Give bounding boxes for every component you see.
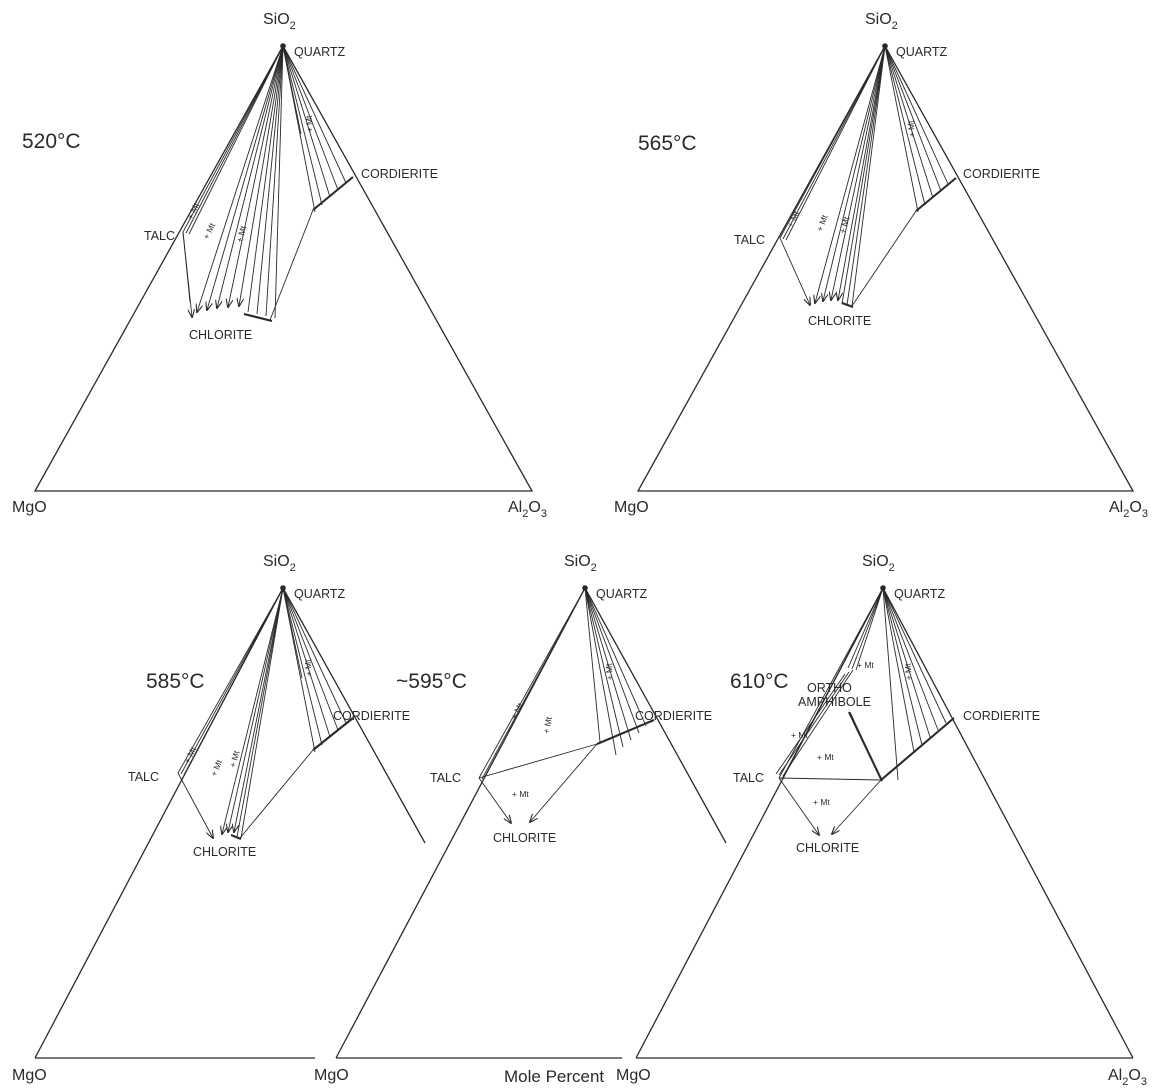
mt-label: + Mt — [303, 658, 314, 676]
mt-label: + Mt — [814, 213, 829, 233]
panel-595c: ~595°C SiO2 MgO QUARTZ CORDIERITE TALC C… — [314, 553, 727, 1084]
temperature-label: ~595°C — [396, 670, 467, 693]
mt-label: + Mt — [857, 660, 874, 670]
talc-label: TALC — [144, 229, 175, 243]
temperature-label: 610°C — [730, 670, 789, 693]
talc-label: TALC — [734, 233, 765, 247]
tie-lines — [775, 587, 955, 835]
mt-label: + Mt — [201, 221, 218, 241]
mt-labels: + Mt + Mt + Mt + Mt — [785, 119, 917, 234]
vertex-sio2: SiO2 — [263, 11, 296, 32]
chlorite-label: CHLORITE — [808, 314, 871, 328]
talc-label: TALC — [733, 771, 764, 785]
vertex-mgo: MgO — [314, 1067, 349, 1084]
chlorite-label: CHLORITE — [189, 328, 252, 342]
vertex-sio2: SiO2 — [263, 553, 296, 574]
chlorite-label: CHLORITE — [193, 845, 256, 859]
mt-label: + Mt — [903, 662, 914, 680]
ortho-label: ORTHO — [807, 681, 852, 695]
vertex-sio2: SiO2 — [862, 553, 895, 574]
vertex-al2o3: Al2O3 — [1108, 1067, 1147, 1088]
mt-label: + Mt — [791, 730, 808, 740]
mt-label: + Mt — [182, 745, 199, 765]
temperature-label: 585°C — [146, 670, 205, 693]
quartz-label: QUARTZ — [294, 45, 346, 59]
cordierite-label: CORDIERITE — [963, 167, 1040, 181]
vertex-mgo: MgO — [614, 499, 649, 516]
footer-mole-percent: Mole Percent — [504, 1067, 604, 1086]
mt-label: + Mt — [813, 797, 830, 807]
mt-label: + Mt — [209, 758, 225, 778]
tie-lines — [478, 587, 655, 823]
amphibole-label: AMPHIBOLE — [798, 695, 871, 709]
vertex-sio2: SiO2 — [564, 553, 597, 574]
mt-label: + Mt — [185, 201, 202, 221]
quartz-label: QUARTZ — [294, 587, 346, 601]
triangle-outline — [335, 586, 727, 1059]
triangle-outline — [636, 44, 1135, 492]
panel-520c: 520°C SiO2 MgO Al2O3 QUARTZ CORDIERITE T… — [12, 11, 547, 520]
mt-labels: + Mt + Mt + Mt + Mt — [509, 662, 615, 799]
panel-565c: 565°C SiO2 MgO Al2O3 QUARTZ CORDIERITE T… — [614, 11, 1148, 520]
chlorite-label: CHLORITE — [796, 841, 859, 855]
tie-lines — [177, 587, 354, 839]
mt-label: + Mt — [785, 209, 802, 229]
tie-lines — [182, 45, 354, 323]
mt-label: + Mt — [304, 114, 315, 132]
cordierite-label: CORDIERITE — [635, 709, 712, 723]
quartz-label: QUARTZ — [896, 45, 948, 59]
mt-label: + Mt — [604, 662, 615, 680]
triangle-outline — [33, 44, 534, 492]
vertex-al2o3: Al2O3 — [508, 499, 547, 520]
cordierite-label: CORDIERITE — [361, 167, 438, 181]
mt-label: + Mt — [512, 789, 529, 799]
panel-610c: 610°C SiO2 MgO Al2O3 QUARTZ CORDIERITE T… — [616, 553, 1147, 1088]
mt-label: + Mt — [234, 224, 248, 243]
mt-label: + Mt — [906, 119, 917, 137]
vertex-mgo: MgO — [12, 499, 47, 516]
temperature-label: 520°C — [22, 130, 81, 153]
chlorite-label: CHLORITE — [493, 831, 556, 845]
triangle-outline — [635, 586, 1134, 1059]
vertex-mgo: MgO — [616, 1067, 651, 1084]
mt-label: + Mt — [541, 715, 554, 734]
vertex-al2o3: Al2O3 — [1109, 499, 1148, 520]
temperature-label: 565°C — [638, 132, 697, 155]
quartz-label: QUARTZ — [894, 587, 946, 601]
mt-label: + Mt — [227, 749, 241, 768]
panel-585c: 585°C SiO2 MgO QUARTZ CORDIERITE TALC CH… — [12, 553, 426, 1084]
tie-lines — [779, 45, 957, 308]
cordierite-label: CORDIERITE — [963, 709, 1040, 723]
vertex-sio2: SiO2 — [865, 11, 898, 32]
quartz-label: QUARTZ — [596, 587, 648, 601]
mt-label: + Mt — [837, 215, 851, 234]
talc-label: TALC — [128, 770, 159, 784]
vertex-mgo: MgO — [12, 1067, 47, 1084]
mt-label: + Mt — [817, 752, 834, 762]
mt-labels: + Mt + Mt + Mt + Mt + Mt — [791, 660, 914, 807]
talc-label: TALC — [430, 771, 461, 785]
